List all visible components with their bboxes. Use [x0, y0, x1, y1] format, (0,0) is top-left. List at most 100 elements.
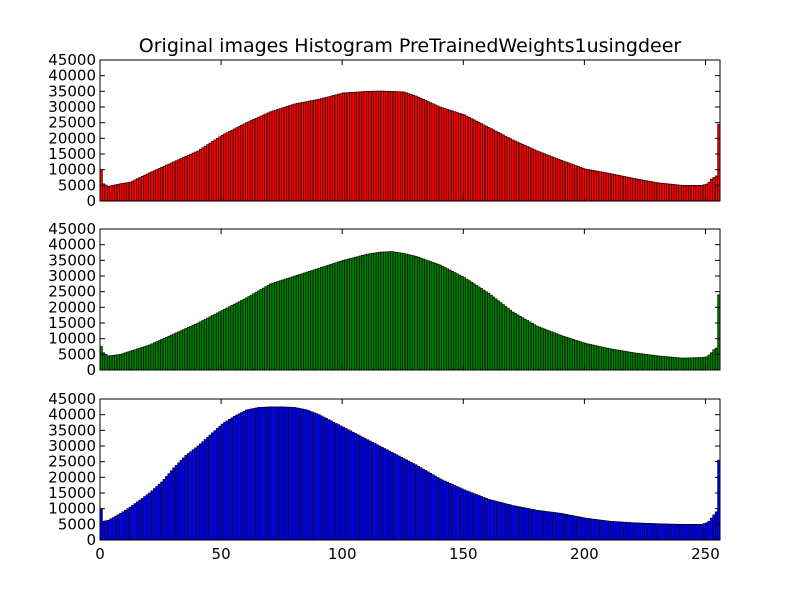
histogram-bar — [608, 348, 612, 371]
histogram-bar — [613, 349, 617, 371]
histogram-bar — [654, 182, 658, 202]
histogram-bar — [404, 92, 408, 202]
histogram-bar — [145, 173, 149, 202]
histogram-bar — [317, 267, 321, 371]
histogram-bar — [106, 519, 110, 541]
histogram-bar — [630, 352, 634, 371]
histogram-bar — [235, 127, 239, 202]
histogram-bar — [259, 115, 263, 202]
histogram-bar — [288, 406, 292, 541]
histogram-bar — [404, 459, 408, 541]
histogram-bar — [530, 148, 534, 202]
histogram-bar — [569, 163, 573, 202]
histogram-bar — [487, 498, 491, 541]
histogram-bar — [235, 302, 239, 371]
histogram-bar — [443, 108, 447, 202]
histogram-bar — [337, 93, 341, 202]
histogram-bar — [499, 302, 503, 371]
histogram-bar — [368, 90, 372, 202]
histogram-bar — [397, 455, 401, 541]
histogram-bar — [453, 485, 457, 541]
x-tick-label: 200 — [570, 545, 599, 563]
histogram-bar — [351, 91, 355, 202]
histogram-bar — [230, 305, 234, 371]
histogram-bar — [557, 334, 561, 371]
histogram-bar — [538, 326, 542, 371]
histogram-bar — [610, 348, 614, 371]
histogram-bar — [680, 357, 684, 371]
histogram-bar — [206, 317, 210, 371]
histogram-bar — [261, 114, 265, 202]
histogram-bar — [387, 450, 391, 541]
histogram-bar — [617, 175, 622, 202]
histogram-bar — [295, 103, 299, 202]
histogram-bar — [264, 406, 268, 541]
histogram-bar — [358, 91, 362, 202]
histogram-bar — [329, 95, 333, 202]
histogram-bar — [593, 345, 597, 371]
histogram-bar — [237, 413, 241, 541]
y-tick-label: 10000 — [48, 330, 96, 348]
histogram-bar — [395, 454, 399, 541]
histogram-bar — [194, 323, 198, 371]
histogram-bar — [571, 515, 575, 541]
histogram-bar — [659, 182, 663, 202]
histogram-bar — [274, 406, 278, 541]
histogram-bar — [315, 99, 319, 202]
histogram-bar — [162, 338, 166, 371]
histogram-bar — [136, 348, 140, 371]
histogram-bar — [414, 255, 418, 371]
histogram-bar — [615, 349, 619, 371]
histogram-bar — [324, 96, 328, 202]
histogram-bar — [574, 165, 578, 202]
histogram-bar — [349, 258, 353, 371]
histogram-bar — [293, 407, 297, 541]
histogram-bar — [482, 289, 486, 371]
histogram-bar — [429, 261, 433, 371]
histogram-bar — [523, 318, 527, 371]
histogram-bar — [484, 291, 488, 371]
y-tick-label: 25000 — [48, 114, 96, 132]
histogram-bar — [322, 416, 326, 541]
histogram-bar — [588, 169, 592, 202]
y-tick-label: 35000 — [48, 421, 96, 439]
histogram-bar — [591, 518, 595, 541]
histogram-bar — [601, 171, 605, 202]
histogram-bar — [494, 130, 498, 202]
histogram-bar — [656, 523, 660, 541]
histogram-bar — [625, 176, 629, 202]
histogram-bar — [576, 166, 580, 202]
histogram-bar — [472, 493, 476, 541]
histogram-bar — [656, 355, 660, 371]
histogram-bar — [460, 276, 464, 371]
histogram-bar — [378, 90, 382, 202]
histogram-bar — [426, 471, 430, 541]
y-tick-label: 45000 — [48, 390, 96, 408]
histogram-bar — [102, 183, 106, 202]
histogram-bar — [189, 325, 193, 371]
histogram-bar — [431, 474, 435, 541]
histogram-bar — [249, 120, 253, 202]
histogram-bar — [525, 320, 529, 371]
histogram-bar — [707, 181, 711, 202]
histogram-bar — [252, 293, 256, 371]
histogram-bar — [598, 346, 602, 371]
histogram-bar — [109, 355, 113, 371]
histogram-bar — [465, 115, 469, 202]
histogram-bar — [530, 508, 534, 541]
histogram-bar — [155, 169, 159, 202]
histogram-bar — [555, 512, 559, 541]
histogram-bar — [276, 406, 280, 541]
histogram-bar — [218, 425, 222, 541]
histogram-bar — [245, 409, 249, 541]
y-tick-label: 0 — [86, 192, 96, 210]
y-tick-label: 15000 — [48, 145, 96, 163]
histogram-bar — [300, 273, 304, 371]
histogram-bar — [666, 523, 670, 541]
histogram-bar — [678, 357, 682, 371]
histogram-bar — [710, 178, 714, 202]
histogram-bar — [562, 513, 566, 541]
histogram-bar — [402, 458, 406, 541]
histogram-bar — [603, 520, 607, 541]
histogram-bar — [266, 112, 270, 202]
